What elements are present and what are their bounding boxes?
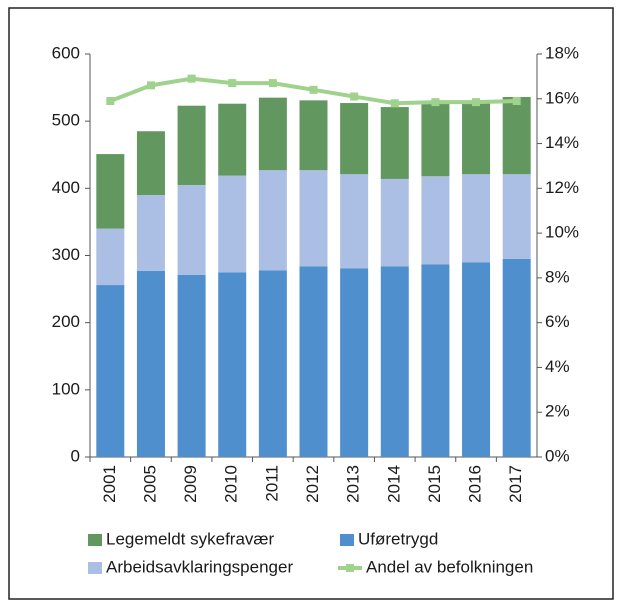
line-marker <box>106 97 115 106</box>
y-tick-label: 300 <box>52 245 80 264</box>
y-tick-label: 0 <box>71 446 80 465</box>
line-marker <box>146 81 155 90</box>
x-tick-label: 2017 <box>506 465 525 503</box>
bar <box>299 170 328 267</box>
bar <box>218 175 247 273</box>
legend-label: Arbeidsavklaringspenger <box>106 557 293 576</box>
y2-tick-label: 12% <box>545 178 579 197</box>
bar <box>258 97 287 171</box>
bar <box>218 103 247 176</box>
legend-label: Uføretrygd <box>358 529 438 548</box>
bar <box>299 266 328 457</box>
bar <box>421 176 450 265</box>
bar <box>502 258 531 457</box>
bar <box>177 184 206 275</box>
y2-tick-label: 6% <box>545 312 570 331</box>
bar <box>136 270 165 457</box>
bar <box>340 103 369 175</box>
y2-tick-label: 16% <box>545 88 579 107</box>
x-tick-label: 2012 <box>303 465 322 503</box>
legend-swatch <box>88 562 102 574</box>
y-tick-label: 100 <box>52 379 80 398</box>
line-marker <box>431 98 440 107</box>
bar <box>96 154 125 229</box>
bar <box>136 131 165 196</box>
x-tick-label: 2015 <box>425 465 444 503</box>
bar <box>340 268 369 457</box>
line-marker <box>228 79 237 88</box>
bar <box>380 266 409 457</box>
y2-tick-label: 10% <box>545 223 579 242</box>
legend-label: Legemeldt sykefravær <box>106 529 275 548</box>
bar <box>177 105 206 185</box>
y-tick-label: 500 <box>52 111 80 130</box>
line-marker <box>350 92 359 101</box>
bar <box>421 101 450 177</box>
line-marker <box>472 98 481 107</box>
x-tick-label: 2016 <box>466 465 485 503</box>
x-tick-label: 2014 <box>384 465 403 503</box>
x-tick-label: 2013 <box>344 465 363 503</box>
bar <box>462 262 491 457</box>
bar <box>96 228 125 286</box>
line-marker <box>187 74 196 83</box>
bar <box>502 174 531 259</box>
x-tick-label: 2009 <box>181 465 200 503</box>
x-tick-label: 2001 <box>100 465 119 503</box>
y2-tick-label: 2% <box>545 402 570 421</box>
bar <box>258 170 287 271</box>
chart-frame <box>8 7 614 600</box>
x-tick-label: 2011 <box>262 465 281 502</box>
line-marker <box>268 79 277 88</box>
x-tick-label: 2010 <box>222 465 241 503</box>
legend-swatch <box>88 534 102 546</box>
bar <box>340 174 369 269</box>
bar <box>380 107 409 179</box>
line-marker <box>309 85 318 94</box>
bar <box>462 174 491 263</box>
legend-label: Andel av befolkningen <box>366 557 533 576</box>
legend-marker <box>346 564 354 572</box>
bar <box>299 100 328 171</box>
y-tick-label: 600 <box>52 43 80 62</box>
legend-swatch <box>340 534 354 546</box>
bar <box>218 272 247 457</box>
y2-tick-label: 8% <box>545 267 570 286</box>
bar <box>96 285 125 457</box>
y2-tick-label: 0% <box>545 446 570 465</box>
bar <box>258 270 287 457</box>
x-tick-label: 2005 <box>140 465 159 503</box>
bar <box>177 274 206 457</box>
bar <box>421 264 450 457</box>
bar <box>136 195 165 271</box>
y-tick-label: 400 <box>52 178 80 197</box>
bar <box>462 101 491 175</box>
y2-tick-label: 4% <box>545 357 570 376</box>
y2-tick-label: 18% <box>545 43 579 62</box>
line-marker <box>390 99 399 108</box>
y2-tick-label: 14% <box>545 133 579 152</box>
line-marker <box>512 97 521 106</box>
bar <box>502 96 531 175</box>
y-tick-label: 200 <box>52 312 80 331</box>
bar <box>380 178 409 267</box>
